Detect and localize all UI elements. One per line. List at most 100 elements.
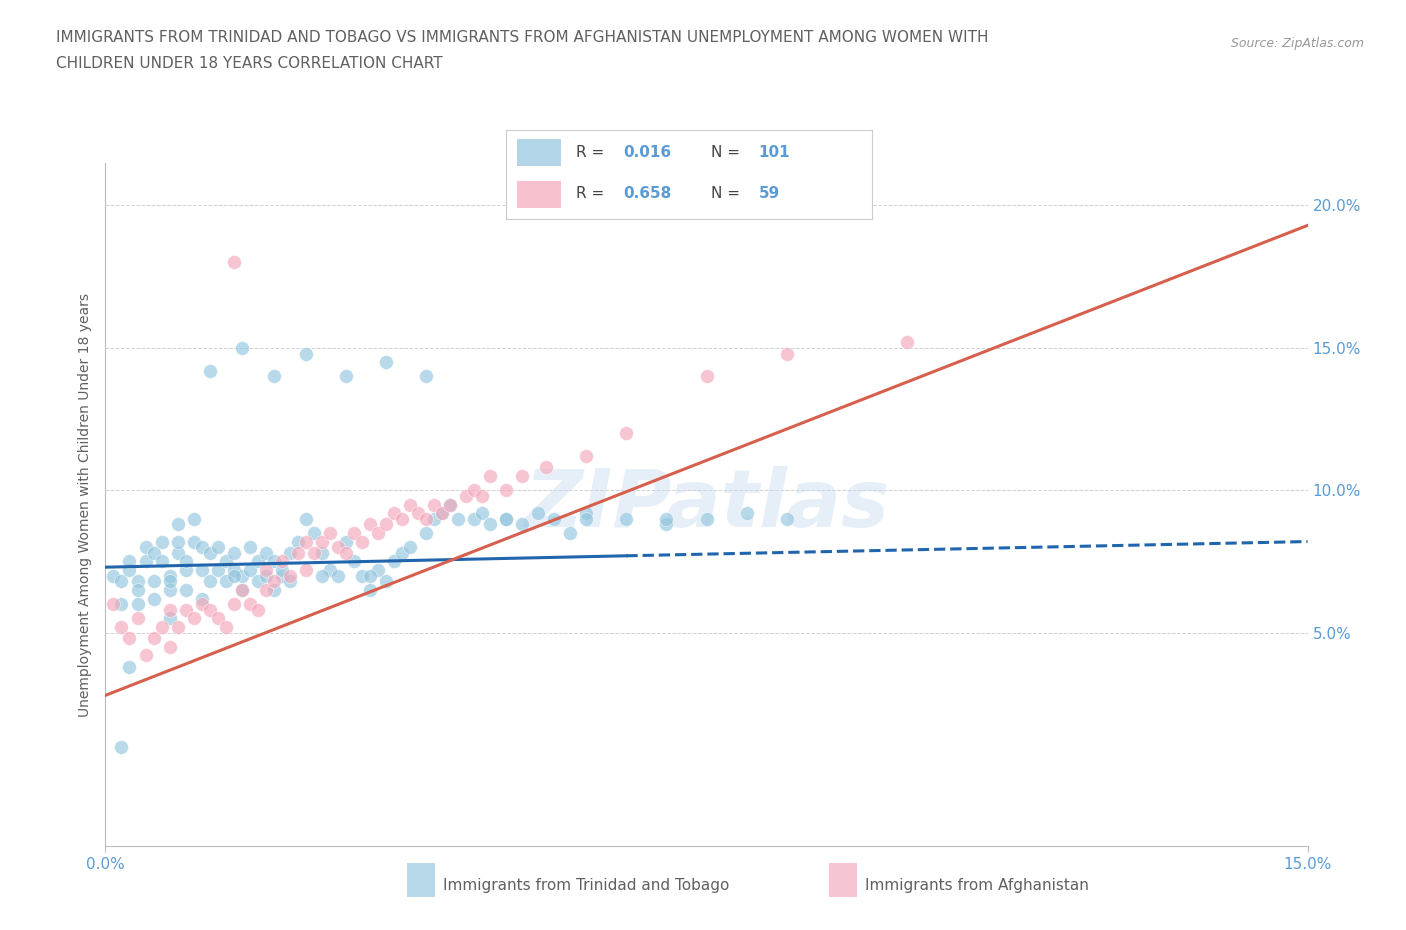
Point	[174, 554, 197, 569]
Point	[735, 506, 758, 521]
Point	[142, 574, 165, 589]
Text: 59: 59	[758, 186, 780, 201]
Point	[127, 574, 149, 589]
Point	[287, 546, 309, 561]
Point	[190, 591, 212, 606]
Point	[335, 534, 357, 549]
Point	[406, 506, 429, 521]
Point	[135, 554, 157, 569]
Point	[534, 460, 557, 475]
Point	[495, 512, 517, 526]
Point	[319, 525, 342, 540]
Point	[183, 512, 205, 526]
Point	[150, 554, 173, 569]
Point	[103, 597, 125, 612]
Point	[231, 568, 253, 583]
Point	[510, 517, 533, 532]
Text: 0.016: 0.016	[623, 145, 671, 160]
Point	[190, 563, 212, 578]
Point	[159, 611, 181, 626]
Point	[655, 517, 678, 532]
Point	[207, 539, 229, 554]
Point	[479, 517, 502, 532]
Point	[246, 574, 269, 589]
Point	[198, 603, 221, 618]
Point	[295, 563, 318, 578]
Point	[575, 512, 598, 526]
Point	[423, 498, 446, 512]
Point	[319, 563, 342, 578]
Point	[214, 554, 236, 569]
Point	[430, 506, 453, 521]
Point	[166, 619, 188, 634]
Text: Source: ZipAtlas.com: Source: ZipAtlas.com	[1230, 37, 1364, 50]
Point	[575, 506, 598, 521]
Point	[118, 554, 141, 569]
Text: R =: R =	[575, 186, 609, 201]
Point	[222, 255, 245, 270]
Point	[246, 554, 269, 569]
Point	[350, 568, 373, 583]
Point	[696, 512, 718, 526]
Point	[311, 568, 333, 583]
Point	[560, 525, 582, 540]
Point	[350, 534, 373, 549]
Text: R =: R =	[575, 145, 609, 160]
Point	[135, 648, 157, 663]
Point	[391, 512, 413, 526]
Point	[415, 369, 437, 384]
Text: Immigrants from Trinidad and Tobago: Immigrants from Trinidad and Tobago	[443, 878, 730, 893]
Point	[335, 546, 357, 561]
Point	[174, 582, 197, 597]
Point	[214, 619, 236, 634]
Point	[430, 506, 453, 521]
Point	[278, 546, 301, 561]
Point	[374, 574, 398, 589]
Point	[198, 574, 221, 589]
Point	[183, 611, 205, 626]
Point	[295, 512, 318, 526]
Point	[495, 483, 517, 498]
Point	[616, 426, 638, 441]
Point	[655, 512, 678, 526]
Point	[127, 582, 149, 597]
Point	[374, 517, 398, 532]
Point	[207, 611, 229, 626]
Point	[447, 512, 470, 526]
Point	[190, 597, 212, 612]
Point	[343, 554, 366, 569]
Point	[776, 512, 799, 526]
Point	[263, 582, 285, 597]
Point	[222, 597, 245, 612]
Point	[198, 364, 221, 379]
Point	[359, 568, 381, 583]
Point	[311, 546, 333, 561]
Point	[382, 506, 405, 521]
Point	[159, 582, 181, 597]
Text: IMMIGRANTS FROM TRINIDAD AND TOBAGO VS IMMIGRANTS FROM AFGHANISTAN UNEMPLOYMENT : IMMIGRANTS FROM TRINIDAD AND TOBAGO VS I…	[56, 30, 988, 45]
Point	[231, 582, 253, 597]
Point	[543, 512, 565, 526]
Point	[367, 525, 389, 540]
Text: 0.658: 0.658	[623, 186, 672, 201]
Text: Immigrants from Afghanistan: Immigrants from Afghanistan	[865, 878, 1088, 893]
Point	[231, 340, 253, 355]
Point	[374, 354, 398, 369]
Point	[254, 568, 277, 583]
Point	[110, 597, 132, 612]
Point	[399, 498, 422, 512]
Point	[463, 483, 485, 498]
Point	[527, 506, 550, 521]
Point	[287, 534, 309, 549]
Text: 101: 101	[758, 145, 790, 160]
Point	[302, 546, 325, 561]
Point	[142, 631, 165, 645]
Text: N =: N =	[711, 145, 745, 160]
Point	[222, 546, 245, 561]
Point	[326, 568, 349, 583]
Point	[166, 546, 188, 561]
Point	[263, 369, 285, 384]
Point	[471, 506, 494, 521]
Point	[110, 739, 132, 754]
Point	[575, 448, 598, 463]
